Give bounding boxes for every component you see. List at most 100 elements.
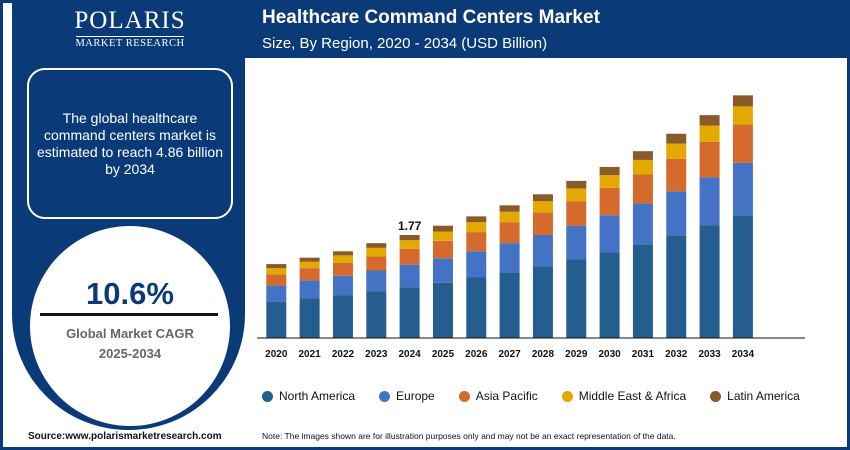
bar-2026-asia-pacific [466,232,487,252]
x-tick-label: 2025 [432,349,455,360]
polaris-logo: POLARIS MARKET RESEARCH [70,7,190,50]
bar-2026-latin-america [466,216,487,223]
bar-2032-asia-pacific [666,158,687,192]
bar-2022-middle-east-africa [332,255,353,263]
bar-2024-europe [399,264,420,288]
x-tick-label: 2021 [299,349,322,360]
info-text: The global healthcare command centers ma… [37,109,223,177]
bar-2032-latin-america [666,133,687,144]
legend-dot [561,390,573,402]
bar-2024-latin-america [399,235,420,241]
legend-label: Middle East & Africa [578,389,687,403]
chart-subtitle: Size, By Region, 2020 - 2034 (USD Billio… [262,35,548,52]
bar-2029-middle-east-africa [566,188,587,202]
bar-2031-latin-america [632,151,653,160]
bar-2025-asia-pacific [432,240,453,259]
bar-2022-north-america [332,295,353,338]
bar-2021-europe [299,280,320,299]
bar-2021-asia-pacific [299,268,320,281]
bar-2028-europe [532,235,553,267]
legend-item: Asia Pacific [458,389,538,403]
x-tick-label: 2027 [498,349,521,360]
legend-dot [262,390,273,402]
bar-2023-europe [366,270,387,292]
x-tick-label: 2029 [565,349,588,360]
x-tick-label: 2028 [532,349,555,360]
bar-2033-north-america [699,225,720,338]
legend-label: Europe [396,389,435,403]
bar-2030-middle-east-africa [599,175,620,188]
bar-2030-latin-america [599,166,620,176]
logo-tagline: MARKET RESEARCH [75,38,185,49]
bar-2021-north-america [299,298,320,338]
bar-2027-latin-america [499,205,520,212]
bar-2034-latin-america [732,95,753,107]
legend-label: Asia Pacific [475,389,538,403]
bar-2026-europe [466,251,487,278]
bar-2032-europe [666,191,687,236]
bar-2025-latin-america [432,225,453,232]
legend-item: Latin America [710,389,800,403]
cagr-label: Global Market CAGR [66,326,194,341]
legend-item: Europe [379,389,435,403]
bar-2033-middle-east-africa [699,125,720,142]
info-box: The global healthcare command centers ma… [27,68,233,219]
bar-2033-asia-pacific [699,141,720,178]
bar-2027-europe [499,243,520,273]
x-tick-label: 2033 [698,349,721,360]
bar-2034-north-america [732,215,753,338]
bar-2024-middle-east-africa [399,240,420,249]
bar-2029-latin-america [566,180,587,189]
bar-2028-middle-east-africa [532,201,553,213]
x-tick-label: 2024 [398,349,421,360]
note-text: Note: The images shown are for illustrat… [262,431,676,441]
logo-divider [76,36,184,37]
bar-2031-north-america [632,244,653,338]
bar-2022-latin-america [332,251,353,256]
x-tick-label: 2023 [365,349,388,360]
legend-dot [710,390,722,402]
x-tick-label: 2020 [265,349,288,360]
bar-2029-asia-pacific [566,201,587,226]
bar-2028-north-america [532,266,553,338]
bar-2024-asia-pacific [399,248,420,265]
bar-2024-north-america [399,287,420,338]
bar-2033-europe [699,177,720,226]
bar-2034-asia-pacific [732,124,753,163]
bar-2030-asia-pacific [599,187,620,216]
x-tick-label: 2022 [332,349,355,360]
bar-2026-middle-east-africa [466,222,487,233]
bar-2030-north-america [599,252,620,338]
bar-2023-asia-pacific [366,256,387,271]
bar-2023-middle-east-africa [366,247,387,257]
bar-2028-asia-pacific [532,212,553,235]
bar-2025-north-america [432,282,453,338]
x-tick-label: 2026 [465,349,488,360]
stacked-bar-chart: 2020 2021 2022 2023 2024 1.77 2025 2026 2027 2028… [257,95,805,360]
logo-name: POLARIS [74,7,186,34]
source-text: Source:www.polarismarketresearch.com [28,431,222,442]
bar-2022-asia-pacific [332,262,353,276]
cagr-period: 2025-2034 [98,346,162,361]
bar-2022-europe [332,275,353,296]
bar-2034-middle-east-africa [732,106,753,125]
cagr-value: 10.6% [86,276,174,311]
bar-2020-latin-america [266,264,287,269]
legend-label: North America [279,389,356,403]
bar-2025-europe [432,258,453,283]
bar-2028-latin-america [532,194,553,202]
bar-2029-north-america [566,259,587,338]
bar-2031-asia-pacific [632,174,653,204]
bar-2033-latin-america [699,115,720,126]
bar-2027-asia-pacific [499,222,520,244]
bar-2032-north-america [666,235,687,338]
x-tick-label: 2031 [632,349,655,360]
bar-2020-asia-pacific [266,274,287,286]
bar-2034-europe [732,162,753,216]
bar-2032-middle-east-africa [666,143,687,159]
cagr-label-block: Global Market CAGR 2025-2034 [30,324,230,364]
cagr-divider [40,313,218,316]
bar-2027-north-america [499,272,520,338]
cagr-circle [30,226,230,426]
bar-2029-europe [566,225,587,260]
